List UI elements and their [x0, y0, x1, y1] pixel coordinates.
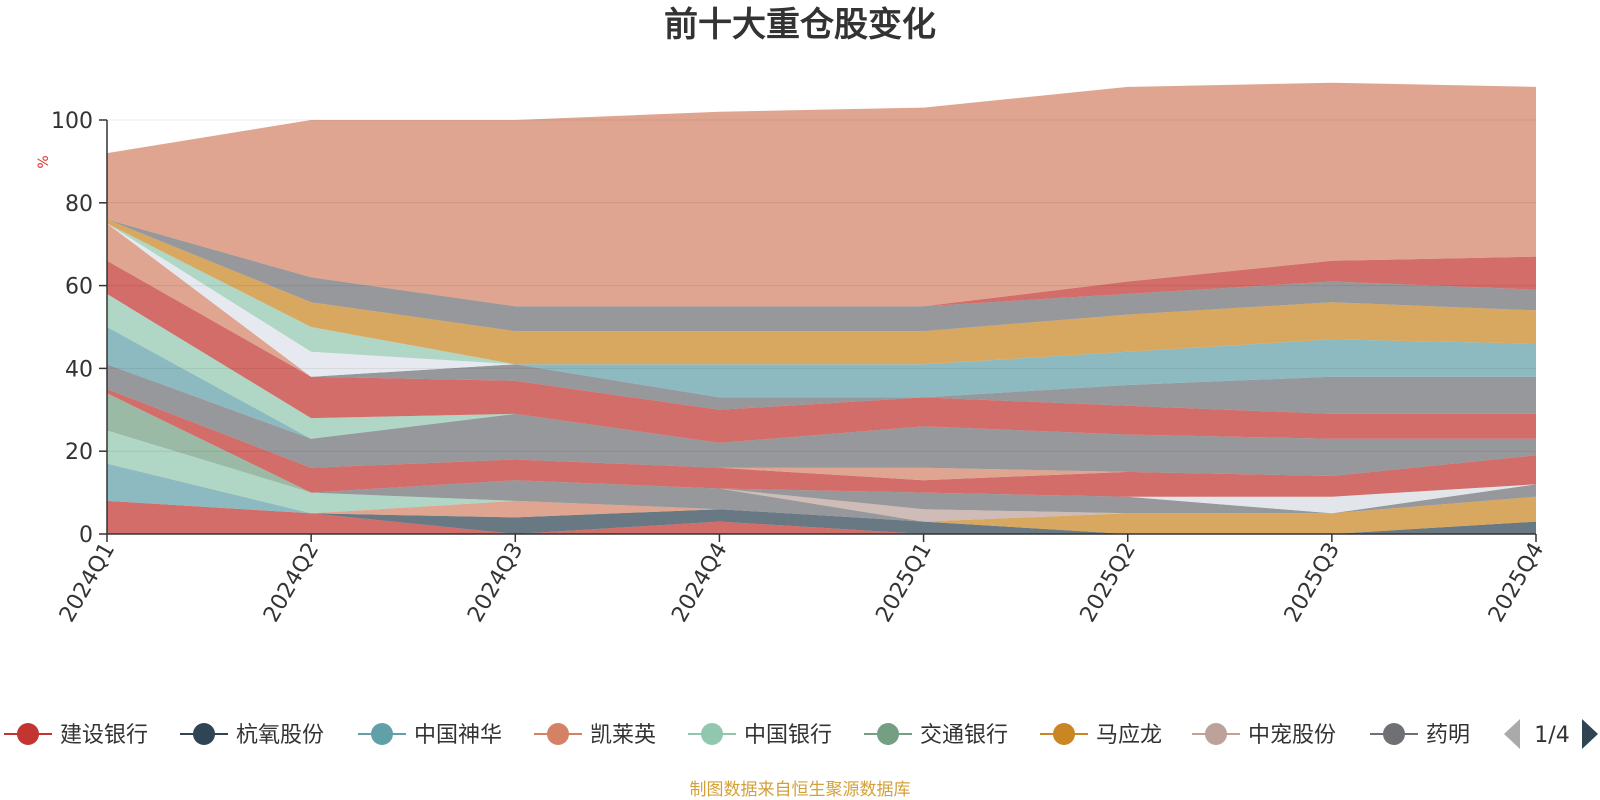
area-series-25	[107, 219, 1536, 307]
legend-pager: 1/4	[1504, 719, 1598, 749]
area-series-21	[107, 223, 1536, 398]
legend-label: 马应龙	[1096, 723, 1162, 748]
area-series-7	[107, 430, 1536, 522]
x-tick-label: 2025Q3	[1280, 539, 1345, 627]
legend-label: 建设银行	[60, 723, 148, 748]
legend[interactable]: 建设银行 杭氧股份 中国神华 凯莱英 中国银行 交通银行 马应龙 中宠股份 药明	[4, 723, 1470, 748]
y-tick-label: 20	[65, 440, 93, 465]
legend-marker-icon	[193, 723, 215, 745]
legend-item[interactable]: 马应龙	[1040, 723, 1162, 748]
legend-label: 中国银行	[744, 723, 832, 748]
legend-marker-icon	[1383, 723, 1405, 745]
legend-prev-page-icon[interactable]	[1504, 719, 1520, 749]
area-series-17	[107, 260, 1536, 443]
area-series-11	[107, 393, 1536, 514]
y-tick-label: 0	[79, 523, 93, 548]
y-tick-labels: 0 20 40 60 80 100	[51, 109, 107, 548]
legend-label: 凯莱英	[590, 723, 656, 748]
area-series-group	[107, 82, 1536, 534]
legend-page-indicator: 1/4	[1534, 723, 1569, 748]
chart-title: 前十大重仓股变化	[664, 5, 936, 45]
legend-item[interactable]: 中宠股份	[1192, 723, 1336, 748]
x-tick-label: 2024Q4	[667, 539, 732, 627]
legend-marker-icon	[547, 723, 569, 745]
x-tick-label: 2025Q4	[1484, 539, 1549, 627]
legend-label: 药明	[1426, 723, 1470, 748]
data-source-footer: 制图数据来自恒生聚源数据库	[690, 780, 911, 800]
x-tick-label: 2025Q2	[1076, 539, 1141, 627]
y-tick-label: 80	[65, 192, 93, 217]
x-tick-label: 2024Q2	[259, 539, 324, 627]
legend-marker-icon	[1053, 723, 1075, 745]
area-series-6	[107, 430, 1536, 534]
x-tick-label: 2024Q3	[463, 539, 528, 627]
area-series-1	[107, 500, 1536, 534]
area-series-8	[107, 430, 1536, 522]
area-series-18	[107, 260, 1536, 414]
y-tick-label: 60	[65, 275, 93, 300]
y-tick-label: 100	[51, 109, 93, 134]
axes	[106, 120, 1536, 535]
legend-item[interactable]: 凯莱英	[534, 723, 656, 748]
legend-marker-icon	[1205, 723, 1227, 745]
legend-marker-icon	[371, 723, 393, 745]
area-series-14	[107, 364, 1536, 476]
legend-marker-icon	[877, 723, 899, 745]
area-series-2	[107, 500, 1536, 534]
legend-marker-icon	[701, 723, 723, 745]
legend-item[interactable]: 建设银行	[4, 723, 148, 748]
area-series-24	[107, 219, 1536, 332]
legend-label: 杭氧股份	[236, 723, 324, 748]
x-tick-label: 2024Q1	[55, 539, 120, 627]
area-series-23	[107, 219, 1536, 365]
x-tick-label: 2025Q1	[871, 539, 936, 627]
legend-label: 交通银行	[920, 723, 1008, 748]
legend-marker-icon	[17, 723, 39, 745]
legend-item[interactable]: 中国银行	[688, 723, 832, 748]
area-series-26	[107, 82, 1536, 307]
gridlines	[107, 119, 1536, 452]
legend-next-page-icon[interactable]	[1582, 719, 1598, 749]
legend-item[interactable]: 药明	[1370, 723, 1470, 748]
legend-item[interactable]: 交通银行	[864, 723, 1008, 748]
y-axis-unit: %	[36, 155, 52, 168]
legend-item[interactable]: 中国神华	[358, 723, 502, 748]
legend-item[interactable]: 杭氧股份	[180, 723, 324, 748]
legend-label: 中国神华	[414, 723, 502, 748]
area-series-12	[107, 389, 1536, 497]
y-tick-label: 40	[65, 357, 93, 382]
legend-label: 中宠股份	[1248, 723, 1336, 748]
x-tick-labels: 2024Q1 2024Q2 2024Q3 2024Q4 2025Q1 2025Q2 2025…	[55, 534, 1549, 627]
